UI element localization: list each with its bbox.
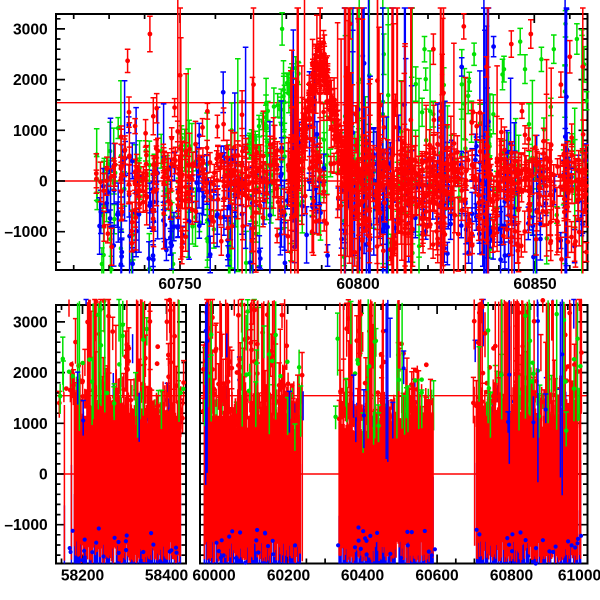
svg-text:58400: 58400 <box>145 568 189 585</box>
svg-text:–1000: –1000 <box>4 517 48 534</box>
svg-text:60600: 60600 <box>415 568 459 585</box>
svg-text:60850: 60850 <box>513 276 557 293</box>
svg-text:60800: 60800 <box>490 568 534 585</box>
svg-text:60750: 60750 <box>158 276 202 293</box>
svg-text:58200: 58200 <box>61 568 105 585</box>
svg-text:0: 0 <box>39 174 48 191</box>
svg-text:3000: 3000 <box>13 21 48 38</box>
svg-text:3000: 3000 <box>13 314 48 331</box>
svg-text:61000: 61000 <box>558 568 600 585</box>
svg-text:60800: 60800 <box>336 276 380 293</box>
svg-text:–1000: –1000 <box>4 224 48 241</box>
svg-text:1000: 1000 <box>13 416 48 433</box>
svg-text:60000: 60000 <box>192 568 236 585</box>
svg-text:1000: 1000 <box>13 123 48 140</box>
svg-text:60200: 60200 <box>267 568 311 585</box>
svg-text:0: 0 <box>39 467 48 484</box>
svg-text:2000: 2000 <box>13 72 48 89</box>
svg-text:60400: 60400 <box>341 568 385 585</box>
svg-text:2000: 2000 <box>13 365 48 382</box>
